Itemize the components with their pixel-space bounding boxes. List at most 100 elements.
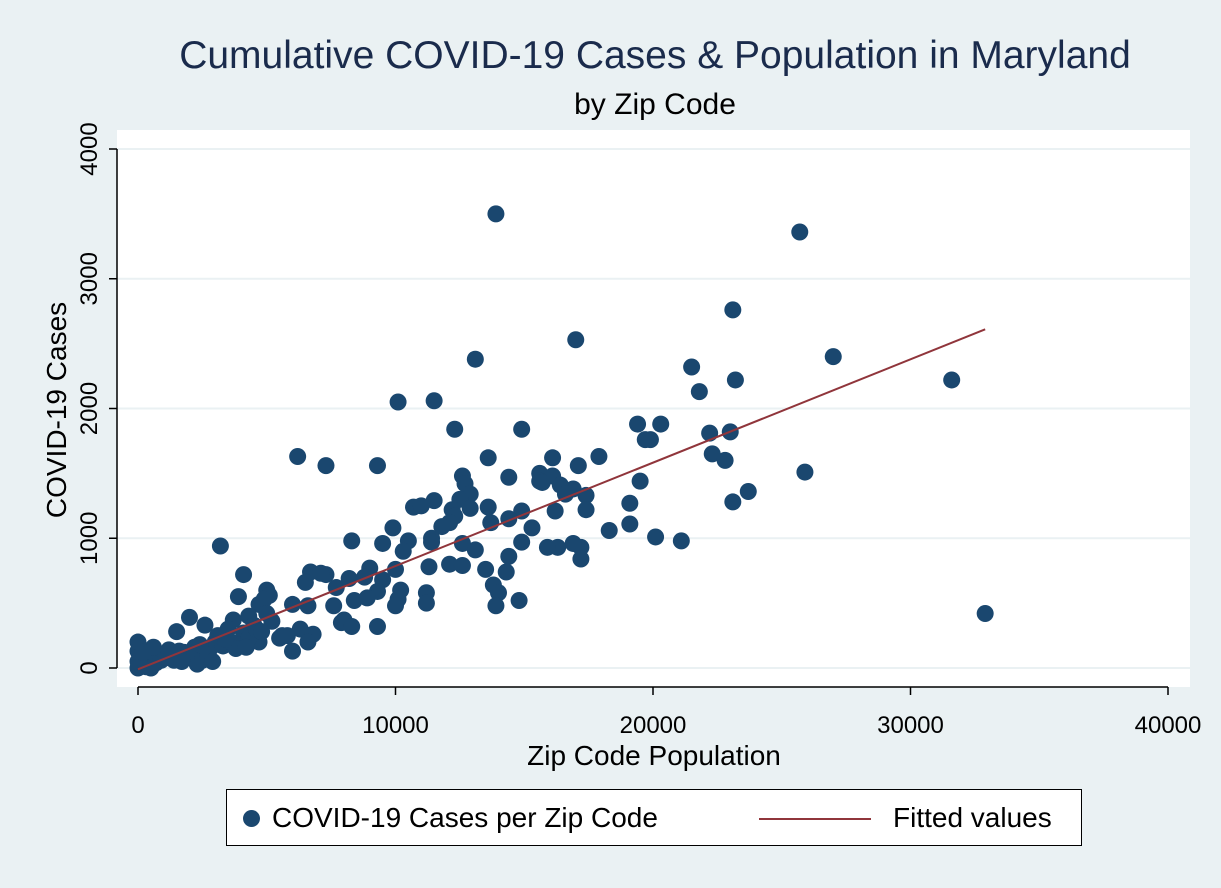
data-point — [703, 445, 721, 463]
data-points — [129, 205, 994, 677]
data-point — [343, 617, 361, 635]
data-point — [569, 457, 587, 475]
gridlines — [117, 148, 1190, 669]
data-point — [299, 633, 317, 651]
data-point — [433, 518, 451, 536]
data-point — [590, 448, 608, 466]
data-point — [181, 608, 198, 626]
data-point — [690, 383, 708, 401]
data-point — [523, 519, 541, 537]
data-point — [343, 532, 361, 550]
data-point — [466, 541, 484, 559]
data-point — [284, 642, 301, 660]
data-point — [296, 573, 314, 591]
y-tick-label: 2000 — [76, 382, 103, 435]
data-point — [325, 597, 343, 615]
data-point — [824, 348, 842, 366]
data-point — [683, 358, 701, 376]
data-point — [490, 584, 507, 602]
data-point — [420, 558, 438, 576]
legend-marker-fitted-line — [759, 818, 871, 820]
data-point — [374, 534, 392, 552]
data-point — [513, 502, 531, 520]
data-point — [546, 502, 564, 520]
data-point — [134, 643, 152, 661]
data-point — [446, 420, 464, 438]
x-tick-label: 20000 — [620, 712, 687, 739]
data-point — [976, 605, 994, 623]
legend-label-fitted: Fitted values — [893, 802, 1052, 833]
chart-subtitle: by Zip Code — [574, 88, 736, 121]
data-point — [168, 623, 186, 641]
data-point — [716, 451, 734, 469]
data-point — [510, 592, 528, 610]
data-point — [477, 560, 495, 578]
data-point — [621, 494, 639, 512]
data-point — [631, 472, 649, 490]
data-point — [724, 301, 742, 319]
data-point — [423, 533, 441, 551]
data-point — [317, 457, 335, 475]
data-point — [739, 483, 757, 501]
data-point — [273, 627, 291, 645]
data-point — [724, 493, 742, 511]
data-point — [497, 563, 515, 581]
data-point — [299, 597, 317, 615]
data-point — [312, 564, 330, 582]
legend-label-scatter: COVID-19 Cases per Zip Code — [272, 802, 658, 833]
data-point — [211, 537, 229, 555]
data-point — [487, 205, 505, 223]
data-point — [479, 498, 497, 516]
data-point — [235, 566, 253, 584]
data-point — [672, 532, 690, 550]
data-point — [600, 521, 618, 539]
data-point — [791, 223, 809, 241]
x-tick-label: 40000 — [1135, 712, 1202, 739]
data-point — [621, 515, 639, 533]
data-point — [387, 597, 404, 615]
data-point — [160, 641, 178, 659]
y-tick-label: 4000 — [76, 122, 103, 175]
y-tick-label: 1000 — [76, 512, 103, 565]
data-point — [412, 497, 430, 515]
y-axis-label: COVID-19 Cases — [41, 302, 72, 518]
x-tick-label: 30000 — [877, 712, 944, 739]
fitted-line — [137, 328, 986, 671]
data-point — [453, 556, 471, 574]
data-point — [417, 594, 435, 612]
data-point — [577, 501, 595, 519]
data-point — [441, 555, 459, 573]
fitted-line-layer — [137, 328, 986, 671]
data-point — [345, 592, 363, 610]
data-point — [229, 588, 247, 606]
data-point — [425, 492, 443, 510]
data-point — [500, 547, 518, 565]
y-tick-label: 0 — [76, 661, 103, 674]
data-point — [289, 448, 307, 466]
data-point — [384, 519, 402, 537]
legend-marker-scatter — [243, 810, 260, 827]
data-point — [356, 568, 374, 586]
data-point — [291, 620, 309, 638]
data-point — [513, 533, 531, 551]
data-point — [196, 616, 214, 634]
x-tick-label: 10000 — [362, 712, 429, 739]
data-point — [556, 485, 574, 503]
data-point — [572, 550, 590, 568]
data-point — [389, 393, 407, 411]
x-axis-label: Zip Code Population — [527, 740, 781, 771]
data-point — [647, 528, 665, 546]
data-point — [538, 538, 556, 556]
data-point — [500, 468, 518, 486]
data-point — [943, 371, 961, 389]
data-point — [453, 534, 471, 552]
data-point — [204, 653, 222, 671]
data-point — [173, 653, 191, 671]
legend: COVID-19 Cases per Zip Code Fitted value… — [226, 789, 1082, 846]
data-point — [237, 638, 255, 656]
data-point — [368, 617, 386, 635]
x-tick-label: 0 — [131, 712, 144, 739]
data-point — [461, 499, 479, 517]
